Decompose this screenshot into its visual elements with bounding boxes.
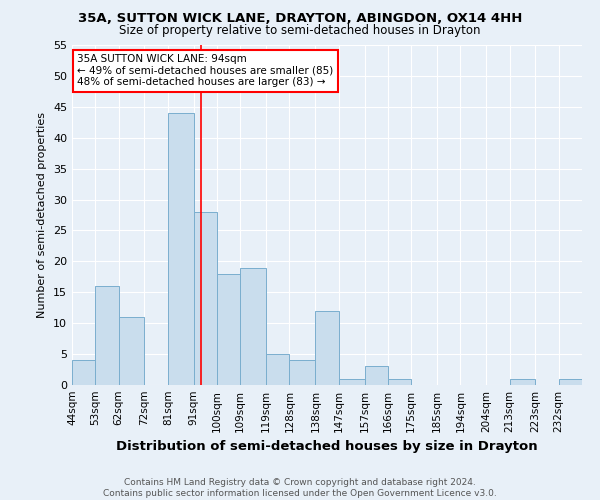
Bar xyxy=(509,379,535,385)
Text: 35A, SUTTON WICK LANE, DRAYTON, ABINGDON, OX14 4HH: 35A, SUTTON WICK LANE, DRAYTON, ABINGDON… xyxy=(78,12,522,26)
Bar xyxy=(119,317,145,385)
Bar xyxy=(217,274,240,385)
Bar xyxy=(388,379,411,385)
Text: Size of property relative to semi-detached houses in Drayton: Size of property relative to semi-detach… xyxy=(119,24,481,37)
Bar xyxy=(338,379,365,385)
Bar xyxy=(559,379,582,385)
X-axis label: Distribution of semi-detached houses by size in Drayton: Distribution of semi-detached houses by … xyxy=(116,440,538,454)
Bar xyxy=(168,113,194,385)
Text: Contains HM Land Registry data © Crown copyright and database right 2024.
Contai: Contains HM Land Registry data © Crown c… xyxy=(103,478,497,498)
Bar xyxy=(72,360,95,385)
Bar xyxy=(240,268,266,385)
Bar xyxy=(95,286,119,385)
Bar xyxy=(289,360,316,385)
Bar xyxy=(365,366,388,385)
Bar xyxy=(316,311,338,385)
Y-axis label: Number of semi-detached properties: Number of semi-detached properties xyxy=(37,112,47,318)
Bar xyxy=(194,212,217,385)
Bar xyxy=(266,354,289,385)
Text: 35A SUTTON WICK LANE: 94sqm
← 49% of semi-detached houses are smaller (85)
48% o: 35A SUTTON WICK LANE: 94sqm ← 49% of sem… xyxy=(77,54,334,88)
